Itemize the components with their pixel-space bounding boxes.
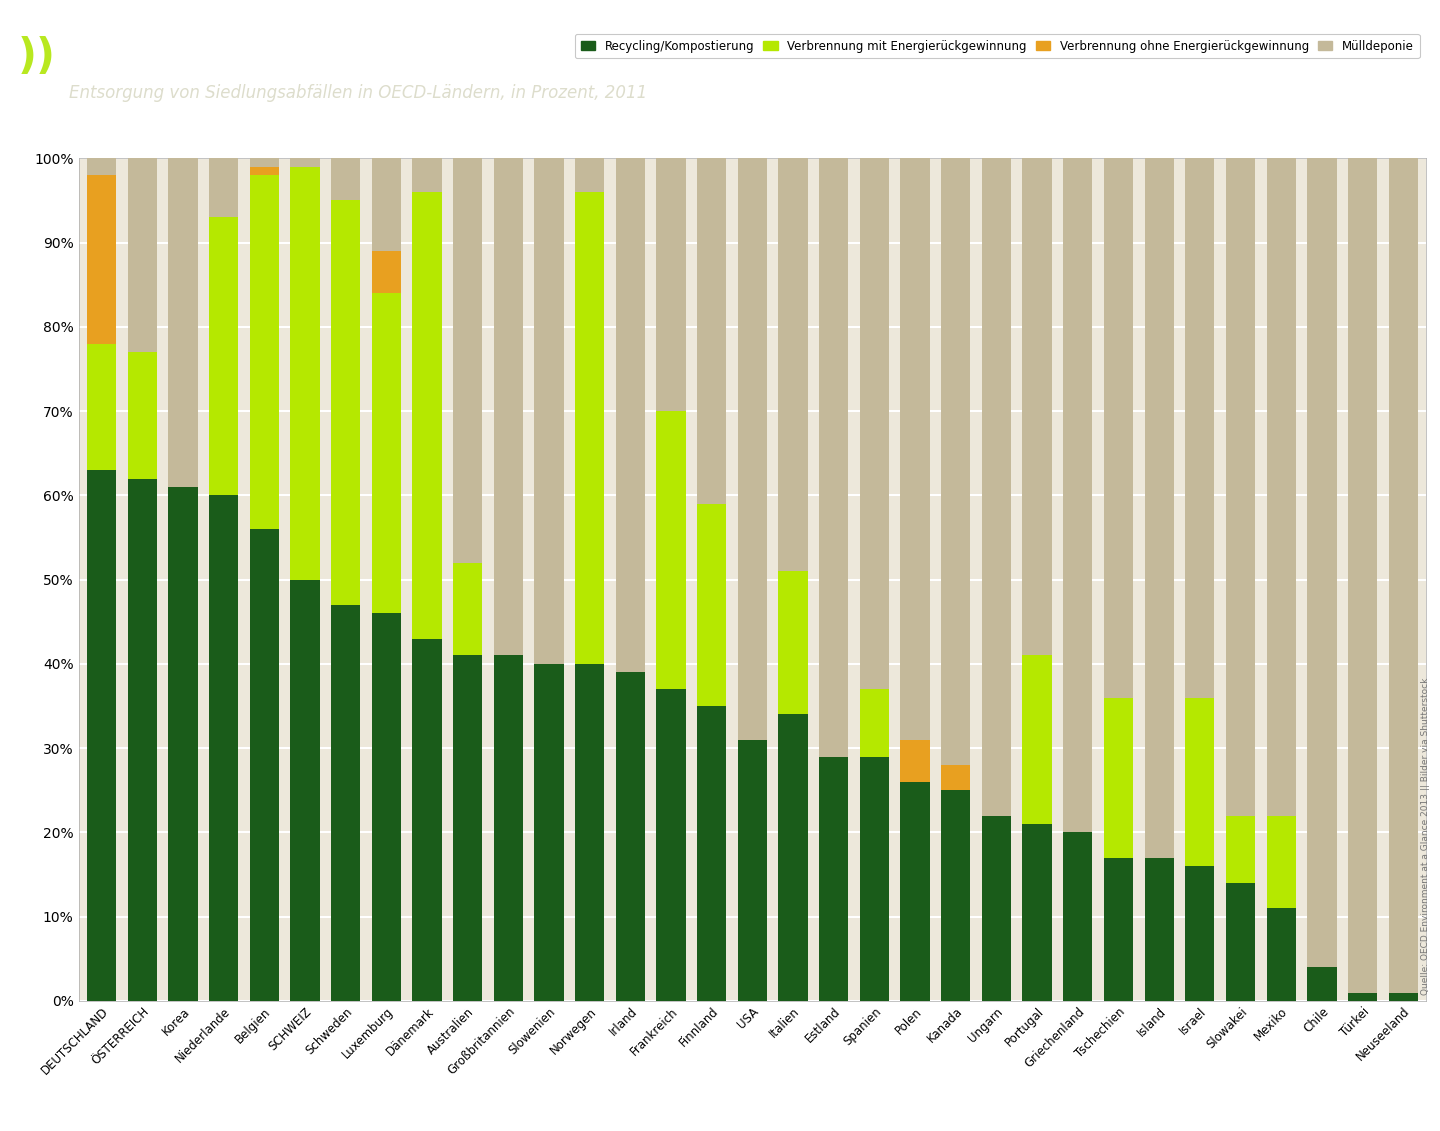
Bar bbox=[86, 175, 117, 344]
Bar bbox=[454, 656, 482, 1001]
Bar bbox=[779, 571, 808, 715]
Bar bbox=[1267, 158, 1296, 815]
Bar bbox=[900, 782, 930, 1001]
Bar bbox=[942, 791, 971, 1001]
Bar bbox=[1104, 698, 1133, 857]
Bar bbox=[249, 166, 279, 175]
Bar bbox=[657, 158, 685, 412]
Bar bbox=[1388, 993, 1418, 1001]
Bar bbox=[1225, 883, 1256, 1001]
Bar bbox=[249, 529, 279, 1001]
Bar bbox=[1308, 158, 1336, 967]
Bar bbox=[1308, 967, 1336, 1001]
Bar bbox=[737, 740, 768, 1001]
Bar bbox=[1145, 857, 1174, 1001]
Bar bbox=[412, 639, 442, 1001]
Bar bbox=[942, 765, 971, 791]
Bar bbox=[86, 344, 117, 470]
Bar bbox=[1348, 158, 1377, 993]
Bar bbox=[1022, 824, 1051, 1001]
Bar bbox=[86, 470, 117, 1001]
Bar bbox=[494, 158, 523, 656]
Bar bbox=[657, 689, 685, 1001]
Bar bbox=[494, 656, 523, 1001]
Bar bbox=[575, 158, 605, 192]
Bar bbox=[412, 158, 442, 192]
Text: Quelle: OECD Environment at a Glance 2013 || Bilder via Shutterstock: Quelle: OECD Environment at a Glance 201… bbox=[1421, 677, 1430, 995]
Bar bbox=[331, 158, 360, 200]
Bar bbox=[128, 158, 157, 352]
Bar bbox=[1267, 815, 1296, 908]
Bar bbox=[168, 487, 197, 1001]
Bar bbox=[779, 158, 808, 571]
Bar bbox=[616, 158, 645, 672]
Bar bbox=[860, 689, 888, 757]
Bar bbox=[860, 158, 888, 689]
Bar bbox=[331, 605, 360, 1001]
Bar bbox=[249, 175, 279, 529]
Bar bbox=[575, 664, 605, 1001]
Bar bbox=[1185, 866, 1214, 1001]
Bar bbox=[1063, 832, 1093, 1001]
Bar bbox=[1225, 815, 1256, 883]
Bar bbox=[1063, 158, 1093, 832]
Bar bbox=[209, 495, 238, 1001]
Bar bbox=[942, 158, 971, 765]
Text: )): )) bbox=[17, 35, 55, 78]
Bar bbox=[209, 217, 238, 495]
Bar bbox=[372, 158, 400, 251]
Bar bbox=[697, 503, 726, 706]
Bar bbox=[1185, 698, 1214, 866]
Bar bbox=[657, 412, 685, 689]
Bar bbox=[209, 158, 238, 217]
Bar bbox=[819, 757, 848, 1001]
Bar bbox=[1022, 158, 1051, 656]
Bar bbox=[1022, 656, 1051, 824]
Text: Entsorgung von Siedlungsabfällen in OECD-Ländern, in Prozent, 2011: Entsorgung von Siedlungsabfällen in OECD… bbox=[69, 84, 648, 102]
Bar bbox=[412, 192, 442, 639]
Bar bbox=[819, 158, 848, 757]
Bar bbox=[900, 158, 930, 740]
Bar bbox=[982, 815, 1011, 1001]
Bar bbox=[860, 757, 888, 1001]
Text: Abfallbeseitigung: Abfallbeseitigung bbox=[69, 31, 513, 75]
Bar bbox=[168, 158, 197, 487]
Bar bbox=[291, 158, 320, 166]
Bar bbox=[291, 166, 320, 580]
Bar bbox=[249, 158, 279, 166]
Bar bbox=[1145, 158, 1174, 857]
Bar bbox=[331, 200, 360, 605]
Bar bbox=[737, 158, 768, 740]
Bar bbox=[779, 715, 808, 1001]
Bar bbox=[534, 664, 563, 1001]
Bar bbox=[575, 192, 605, 664]
Bar bbox=[372, 251, 400, 293]
Bar bbox=[372, 293, 400, 613]
Bar bbox=[128, 478, 157, 1001]
Bar bbox=[616, 672, 645, 1001]
Bar bbox=[1185, 158, 1214, 698]
Bar bbox=[128, 352, 157, 478]
Bar bbox=[1104, 857, 1133, 1001]
Bar bbox=[1348, 993, 1377, 1001]
Bar bbox=[900, 740, 930, 782]
Bar bbox=[1388, 158, 1418, 993]
Bar bbox=[86, 158, 117, 175]
Bar bbox=[291, 580, 320, 1001]
Bar bbox=[697, 158, 726, 503]
Bar bbox=[697, 706, 726, 1001]
Bar bbox=[534, 158, 563, 664]
Bar bbox=[1225, 158, 1256, 815]
Legend: Recycling/Kompostierung, Verbrennung mit Energierückgewinnung, Verbrennung ohne : Recycling/Kompostierung, Verbrennung mit… bbox=[575, 34, 1420, 59]
Bar bbox=[1104, 158, 1133, 698]
Bar bbox=[1267, 908, 1296, 1001]
Bar bbox=[454, 563, 482, 656]
Bar bbox=[982, 158, 1011, 815]
Bar bbox=[454, 158, 482, 563]
Bar bbox=[372, 613, 400, 1001]
